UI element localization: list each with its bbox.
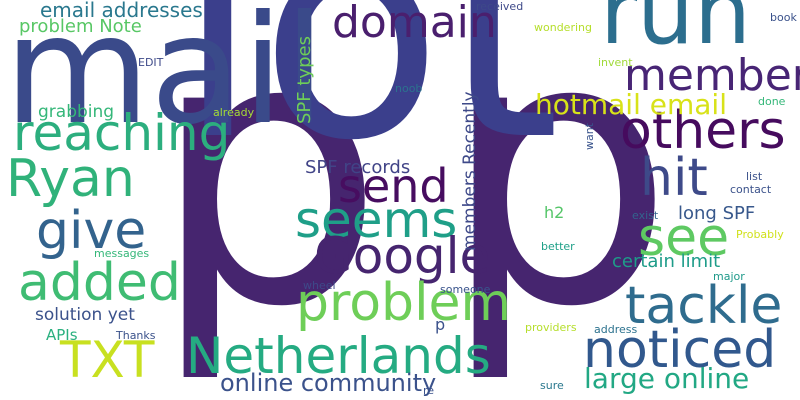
word-give: give (36, 201, 147, 261)
word-solution-yet: solution yet (35, 305, 135, 325)
word-p-small: p (435, 315, 446, 334)
word-tackle: tackle (625, 276, 783, 336)
word-mail: mail (4, 0, 326, 158)
word-problem: problem (296, 273, 512, 333)
word-contact: contact (730, 183, 772, 196)
word-invent: invent (598, 56, 633, 69)
word-reaching: reaching (13, 104, 231, 162)
word-probably: Probably (736, 228, 784, 241)
word-send: send (338, 159, 449, 213)
word-lot: lot (176, 0, 561, 206)
word-long-spf: long SPF (678, 203, 756, 224)
word-want: want (583, 122, 596, 150)
word-domain: domain (332, 0, 497, 48)
word-seems: seems (295, 191, 458, 249)
word-spf-records: SPF records (305, 157, 411, 178)
word-ryan: Ryan (6, 149, 135, 209)
word-done: done (758, 95, 786, 108)
word-online-community: online community (220, 369, 437, 397)
word-spf-types: SPF types (294, 36, 315, 124)
word-sure: sure (540, 379, 564, 392)
word-messages: messages (94, 247, 150, 260)
word-noticed: noticed (583, 320, 777, 380)
word-book: book (770, 11, 797, 24)
word-received: received (476, 0, 524, 13)
word-address: address (594, 323, 638, 336)
word-grabbing: grabbing (38, 102, 115, 122)
word-someone: someone (440, 283, 491, 296)
word-txt: TXT (60, 331, 155, 389)
word-h2: h2 (544, 203, 565, 222)
word-thanks: Thanks (116, 329, 156, 342)
word-edit: EDIT (138, 56, 164, 69)
word-noob: noob (395, 82, 423, 95)
word-p-large-left: p (150, 0, 385, 388)
word-exist: exist (632, 209, 659, 222)
word-members-recently: members Recently (460, 91, 480, 251)
word-re: re (423, 384, 435, 397)
word-hotmail-email: hotmail email (535, 88, 727, 121)
word-run: run (600, 0, 752, 65)
word-hit: hit (640, 148, 708, 208)
word-large-online: large online (584, 362, 750, 395)
word-google: Google (314, 227, 491, 285)
word-providers: providers (525, 321, 577, 334)
word-added: added (18, 253, 181, 313)
word-wondering: wondering (534, 21, 592, 34)
word-apis: APIs (46, 326, 78, 344)
word-certain-limit: certain limit (612, 251, 721, 272)
word-email-addresses: email addresses (40, 0, 203, 22)
word-members: members (624, 50, 800, 101)
word-netherlands: Netherlands (186, 327, 491, 385)
word-list: list (746, 170, 763, 183)
word-wheel: wheel (303, 279, 336, 292)
word-better: better (541, 240, 575, 253)
word-major: major (713, 270, 745, 283)
word-problem-note: problem Note (19, 16, 142, 37)
word-see: see (638, 208, 730, 268)
word-p-large-right: p (440, 0, 675, 388)
word-already: already (213, 106, 255, 119)
word-others: others (620, 101, 786, 161)
